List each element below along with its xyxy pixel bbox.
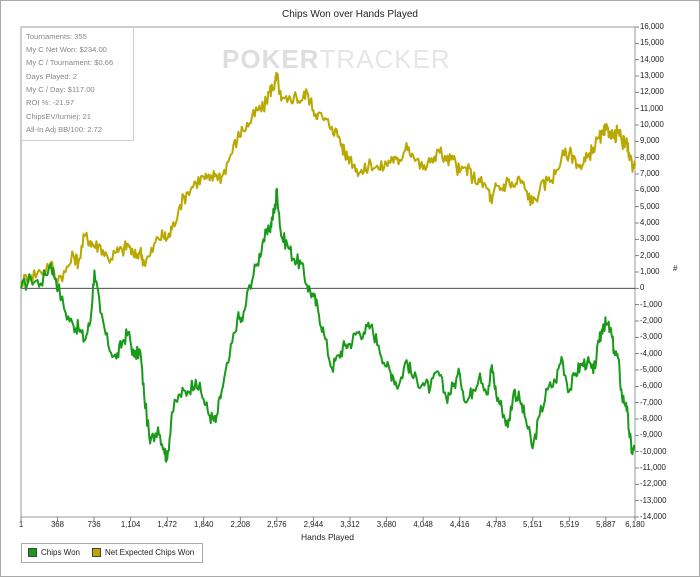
y-tick-label: 0 <box>640 283 645 293</box>
y-tick-label: 5,000 <box>640 201 660 211</box>
legend-swatch-net-expected <box>92 548 101 557</box>
y-tick-label: -6,000 <box>640 381 663 391</box>
stat-days-played: Days Played: 2 <box>26 72 78 81</box>
y-tick-label: 8,000 <box>640 152 660 162</box>
x-tick-label: 4,048 <box>413 520 433 529</box>
y-tick-label: 9,000 <box>640 136 660 146</box>
legend-item-chips-won: Chips Won <box>28 548 80 557</box>
y-tick-label: -11,000 <box>640 463 666 472</box>
stat-roi: ROI %: -21.97 <box>26 98 75 107</box>
x-tick-label: 3,680 <box>376 520 397 529</box>
y-tick-label: -3,000 <box>640 332 663 342</box>
y-tick-label: 7,000 <box>640 169 660 178</box>
y-tick-label: 11,000 <box>640 103 664 113</box>
y-tick-label: -12,000 <box>640 479 667 489</box>
x-tick-label: 1,104 <box>120 520 141 529</box>
y-axis-label: # <box>673 264 678 273</box>
legend-label-net-expected: Net Expected Chips Won <box>105 548 195 557</box>
y-tick-label: 15,000 <box>640 38 664 48</box>
x-tick-label: 4,416 <box>449 520 470 529</box>
stats-box: Tournaments: 355 My C Net Won: $234.00 M… <box>21 27 134 141</box>
stat-chipsev: ChipsEV/turniej: 21 <box>26 112 92 121</box>
x-tick-label: 736 <box>87 520 101 529</box>
y-tick-label: -8,000 <box>640 414 663 423</box>
x-tick-label: 2,944 <box>303 520 324 529</box>
y-tick-label: -1,000 <box>640 299 663 309</box>
x-tick-label: 1 <box>18 520 24 529</box>
x-axis-label: Hands Played <box>301 532 354 542</box>
y-tick-label: 10,000 <box>640 120 664 129</box>
y-tick-label: -4,000 <box>640 348 663 358</box>
y-tick-label: -2,000 <box>640 316 663 325</box>
y-tick-label: -5,000 <box>640 365 663 374</box>
x-tick-label: 5,519 <box>559 520 580 529</box>
stat-allin-adj: All-In Adj BB/100: 2.72 <box>26 125 102 134</box>
x-tick-label: 5,887 <box>596 520 616 529</box>
x-tick-label: 368 <box>50 520 64 529</box>
y-tick-label: 13,000 <box>640 71 664 80</box>
stat-per-day: My C / Day: $117.00 <box>26 85 95 94</box>
y-tick-label: 6,000 <box>640 185 660 195</box>
stat-tournaments: Tournaments: 355 <box>26 32 87 41</box>
pokertracker-watermark-logo: POKERTRACKER <box>222 44 451 74</box>
y-tick-label: -13,000 <box>640 495 667 505</box>
y-tick-label: 3,000 <box>640 234 660 244</box>
y-tick-label: -9,000 <box>640 430 663 440</box>
x-tick-label: 2,208 <box>230 520 251 529</box>
x-tick-label: 2,576 <box>267 520 287 529</box>
series-line-net-expected <box>20 71 636 288</box>
x-tick-label: 1,840 <box>193 520 214 529</box>
y-tick-label: 4,000 <box>640 218 660 227</box>
series-line-chips-won <box>20 187 636 463</box>
y-tick-label: 1,000 <box>640 267 660 276</box>
y-tick-label: -14,000 <box>640 512 667 521</box>
y-tick-label: 2,000 <box>640 250 660 260</box>
x-tick-label: 1,472 <box>157 520 177 529</box>
y-tick-label: 14,000 <box>640 54 664 64</box>
legend-swatch-chips-won <box>28 548 37 557</box>
legend: Chips Won Net Expected Chips Won <box>21 543 203 563</box>
x-tick-label: 6,180 <box>625 520 645 529</box>
y-tick-label: -7,000 <box>640 397 663 407</box>
y-tick-label: 12,000 <box>640 87 664 97</box>
y-tick-label: 16,000 <box>640 22 664 31</box>
legend-item-net-expected: Net Expected Chips Won <box>92 548 194 557</box>
legend-label-chips-won: Chips Won <box>41 548 80 557</box>
chart-title: Chips Won over Hands Played <box>282 9 418 20</box>
x-tick-label: 4,783 <box>486 520 506 529</box>
x-tick-label: 3,312 <box>340 520 360 529</box>
stat-per-tournament: My C / Tournament: $0.66 <box>26 58 114 67</box>
x-tick-label: 5,151 <box>522 520 543 529</box>
y-tick-label: -10,000 <box>640 446 667 456</box>
stat-net-won: My C Net Won: $234.00 <box>26 45 107 54</box>
